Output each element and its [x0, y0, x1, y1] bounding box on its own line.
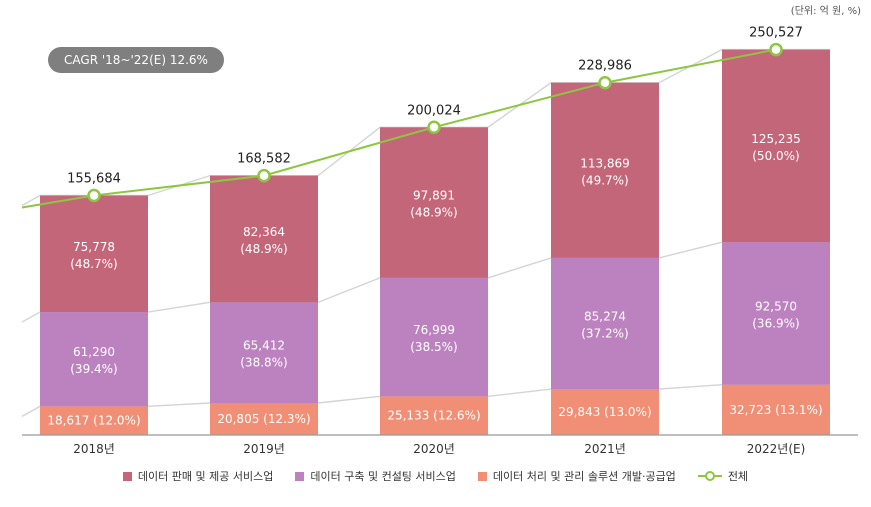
- legend-swatch-consulting: [295, 471, 305, 481]
- total-label-4: 250,527: [749, 26, 803, 41]
- bar-solution-0: [40, 406, 148, 435]
- bar-sales-1: [210, 175, 318, 303]
- x-tick-label-3: 2021년: [584, 442, 626, 456]
- legend-item-total: 전체: [697, 468, 749, 484]
- bar-consulting-4: [722, 242, 830, 385]
- pct-label-sales-2: (48.9%): [410, 206, 457, 220]
- bar-sales-2: [380, 127, 488, 278]
- bar-consulting-3: [551, 257, 659, 390]
- bar-consulting-1: [210, 302, 318, 403]
- data-label-sales-4: 125,235: [751, 132, 801, 146]
- data-label-sales-1: 82,364: [243, 225, 285, 239]
- total-marker-2: [427, 120, 441, 135]
- total-label-2: 200,024: [407, 103, 461, 118]
- total-marker-4: [769, 42, 783, 57]
- x-tick-label-1: 2019년: [243, 442, 285, 456]
- legend-label-sales: 데이터 판매 및 제공 서비스업: [137, 470, 274, 483]
- data-label-consulting-0: 61,290: [73, 345, 115, 359]
- cagr-badge: CAGR '18~'22(E) 12.6%: [48, 47, 224, 73]
- legend-swatch-solution: [477, 471, 487, 481]
- unit-label: (단위: 억 원, %): [790, 6, 861, 17]
- legend-item-solution: 데이터 처리 및 관리 솔루션 개발·공급업: [477, 468, 676, 484]
- legend: 데이터 판매 및 제공 서비스업 데이터 구축 및 컨설팅 서비스업 데이터 처…: [0, 468, 871, 484]
- pct-label-consulting-0: (39.4%): [70, 362, 117, 376]
- pct-label-consulting-3: (37.2%): [581, 326, 628, 340]
- x-tick-label-4: 2022년(E): [747, 442, 806, 456]
- legend-swatch-total: [697, 471, 722, 481]
- bar-consulting-0: [40, 312, 148, 407]
- legend-label-total: 전체: [727, 470, 749, 483]
- data-label-consulting-4: 92,570: [755, 299, 797, 313]
- bar-sales-0: [40, 195, 148, 313]
- legend-label-solution: 데이터 처리 및 관리 솔루션 개발·공급업: [492, 470, 676, 483]
- x-tick-label-0: 2018년: [73, 442, 115, 456]
- legend-swatch-sales: [122, 471, 132, 481]
- x-tick-label-2: 2020년: [413, 442, 455, 456]
- data-label-solution-1: 20,805 (12.3%): [217, 412, 310, 426]
- data-label-sales-3: 113,869: [580, 156, 630, 170]
- pct-label-consulting-4: (36.9%): [752, 316, 799, 330]
- data-label-consulting-2: 76,999: [413, 323, 455, 337]
- bar-solution-3: [551, 389, 659, 435]
- data-label-solution-4: 32,723 (13.1%): [729, 403, 822, 417]
- legend-item-consulting: 데이터 구축 및 컨설팅 서비스업: [295, 468, 456, 484]
- total-label-0: 155,684: [67, 171, 121, 186]
- legend-label-consulting: 데이터 구축 및 컨설팅 서비스업: [310, 470, 456, 483]
- bar-solution-4: [722, 384, 830, 435]
- data-label-consulting-1: 65,412: [243, 339, 285, 353]
- bar-consulting-2: [380, 277, 488, 397]
- legend-item-sales: 데이터 판매 및 제공 서비스업: [122, 468, 274, 484]
- total-label-1: 168,582: [237, 152, 291, 167]
- bar-solution-2: [380, 396, 488, 435]
- pct-label-sales-4: (50.0%): [752, 149, 799, 163]
- total-line: [21, 48, 777, 209]
- total-marker-3: [598, 75, 612, 90]
- total-marker-1: [257, 168, 271, 183]
- total-label-3: 228,986: [578, 59, 632, 74]
- data-label-sales-0: 75,778: [73, 240, 115, 254]
- data-label-solution-0: 18,617 (12.0%): [47, 414, 140, 428]
- data-label-solution-3: 29,843 (13.0%): [558, 405, 651, 419]
- pct-label-sales-1: (48.9%): [240, 242, 287, 256]
- pct-label-sales-0: (48.7%): [70, 257, 117, 271]
- bar-sales-4: [722, 49, 830, 243]
- bar-solution-1: [210, 402, 318, 435]
- total-marker-0: [87, 188, 101, 203]
- data-label-sales-2: 97,891: [413, 189, 455, 203]
- data-label-consulting-3: 85,274: [584, 309, 626, 323]
- bar-sales-3: [551, 82, 659, 258]
- data-label-solution-2: 25,133 (12.6%): [387, 409, 480, 423]
- pct-label-consulting-1: (38.8%): [240, 356, 287, 370]
- pct-label-sales-3: (49.7%): [581, 173, 628, 187]
- pct-label-consulting-2: (38.5%): [410, 340, 457, 354]
